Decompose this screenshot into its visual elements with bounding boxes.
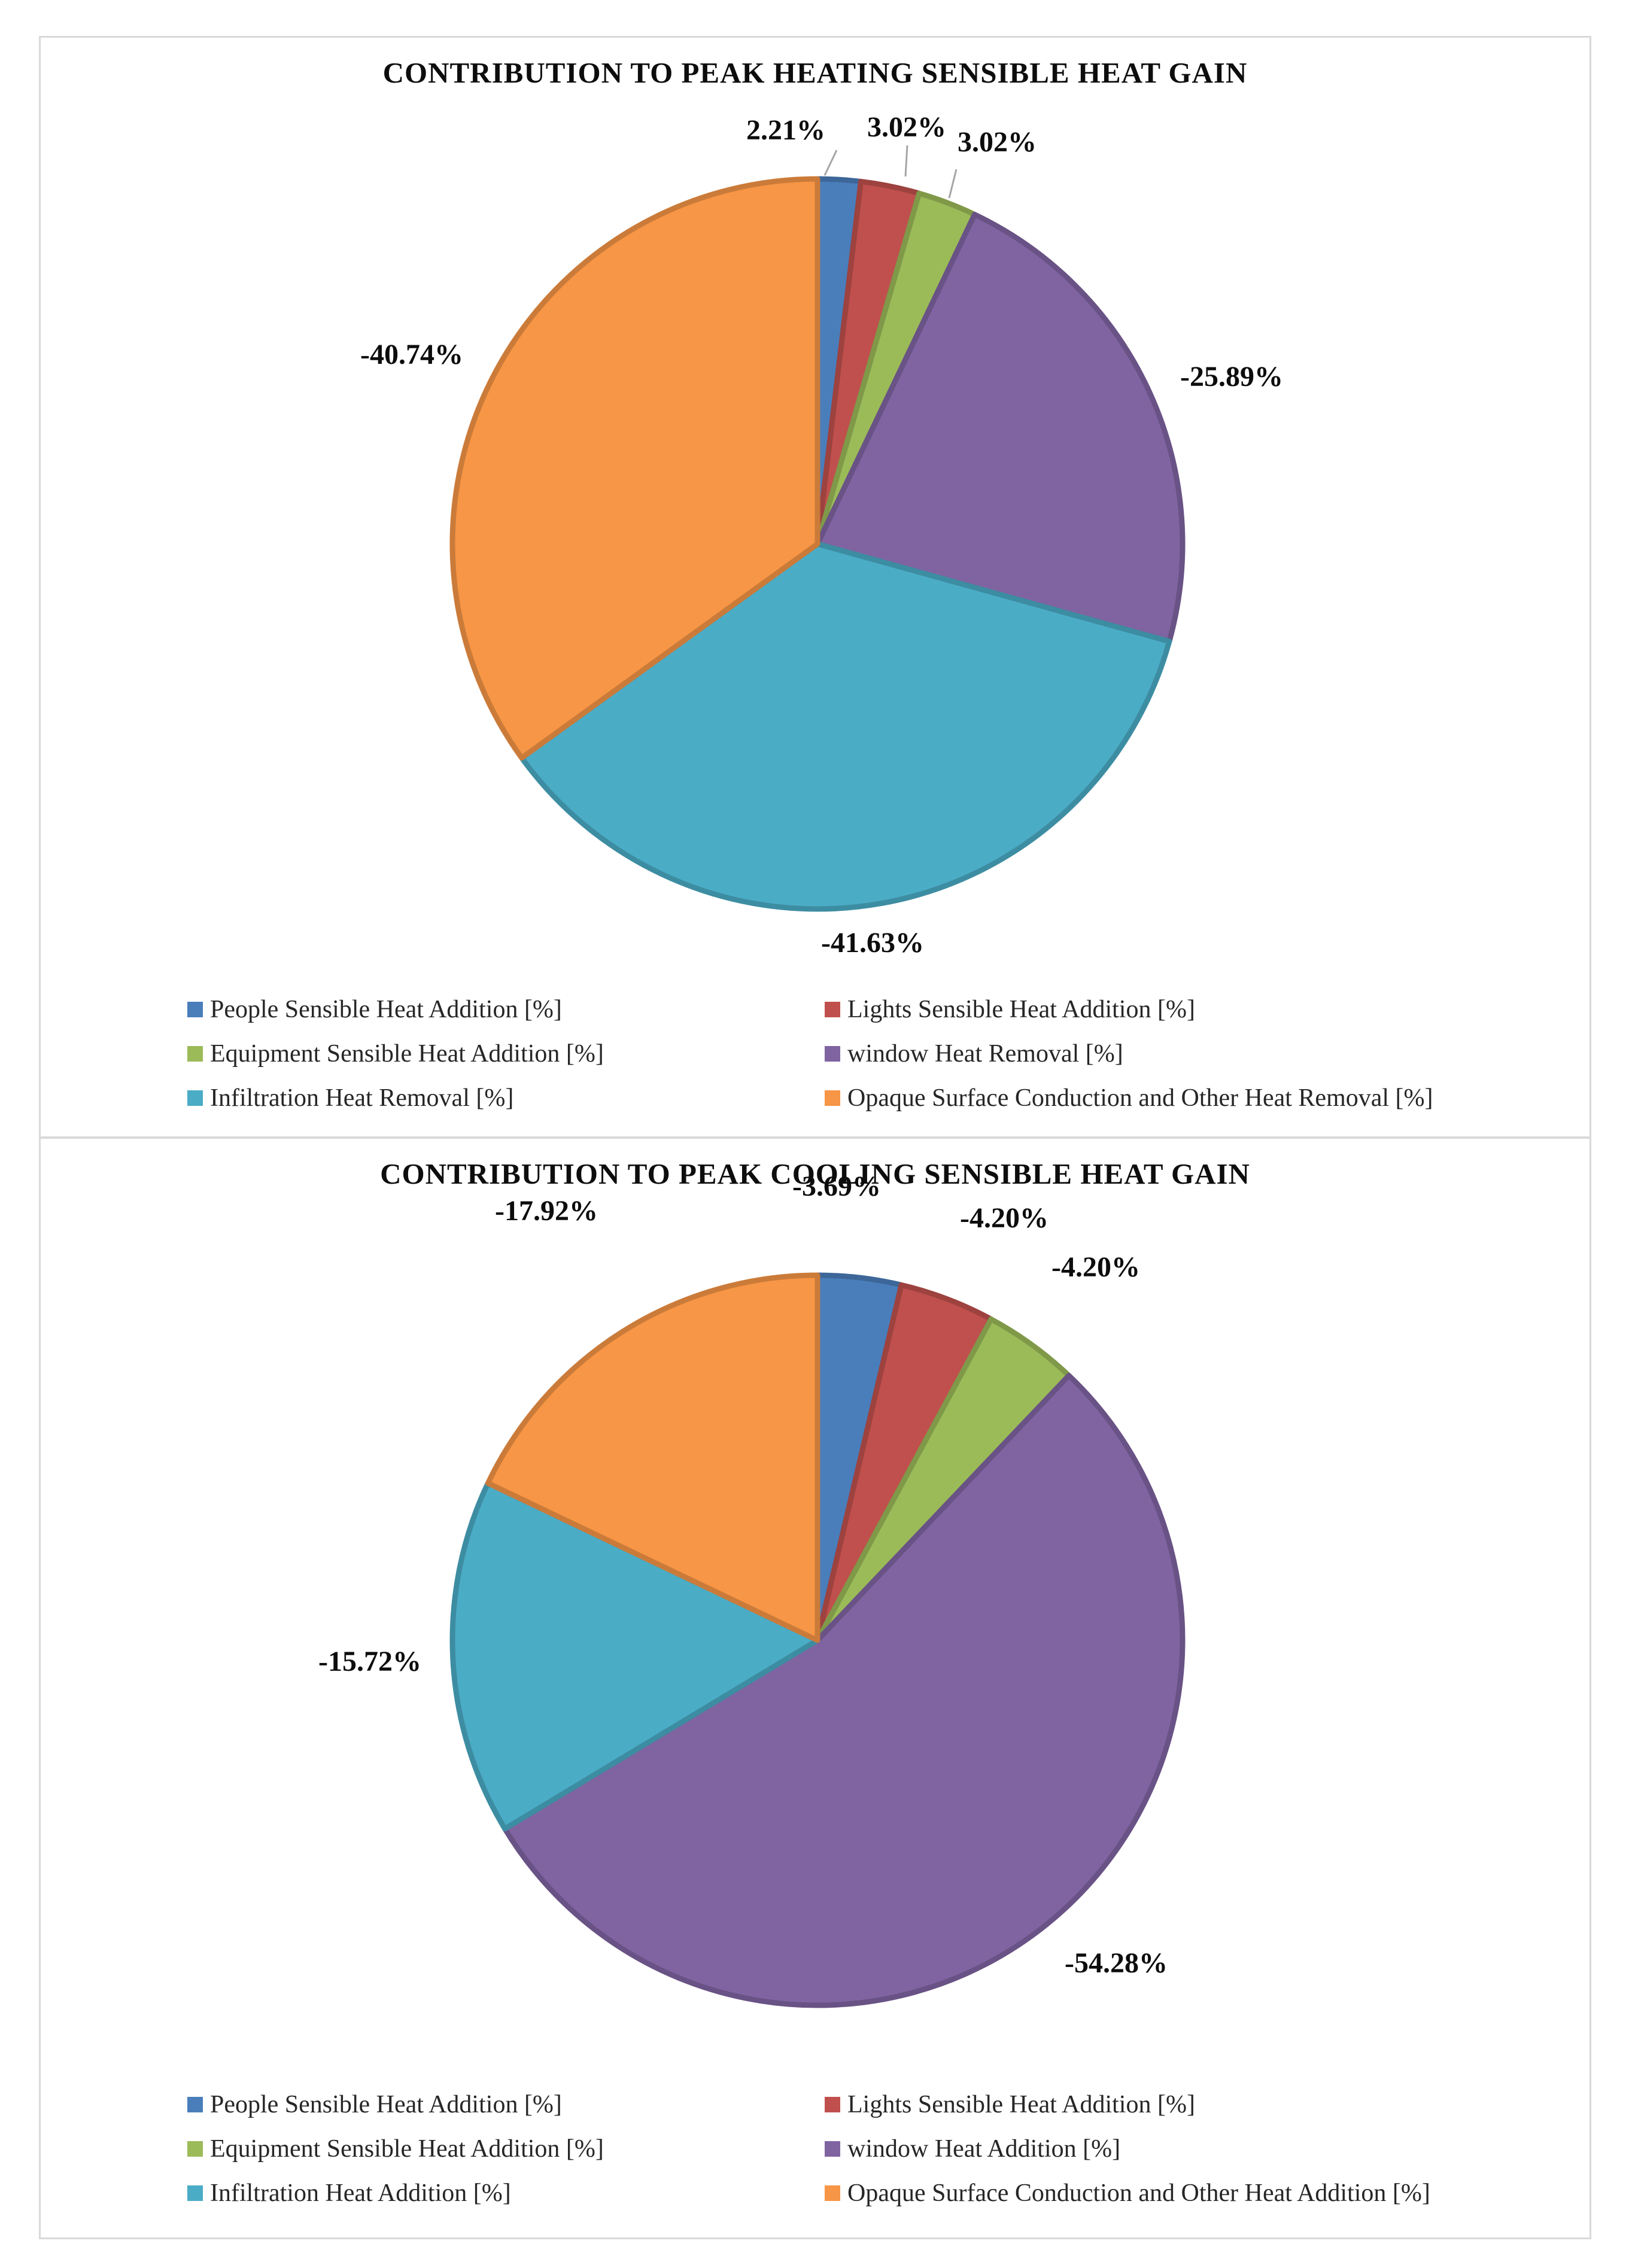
cooling-chart-title: CONTRIBUTION TO PEAK COOLING SENSIBLE HE…: [380, 1157, 1250, 1190]
cooling-pie-chart: -3.69% -4.20%-4.20% -54.28% -15.72% -17.92%: [318, 1171, 1186, 2008]
cooling-legend-item-lights-sensible-heat-addition: Lights Sensible Heat Addition [%]: [825, 2090, 1195, 2119]
heating-data-label-infiltration-heat-removal: -41.63%: [821, 927, 924, 959]
cooling-legend-item-people-sensible-heat-addition: People Sensible Heat Addition [%]: [187, 2090, 562, 2119]
cooling-chart-panel: CONTRIBUTION TO PEAK COOLING SENSIBLE HE…: [39, 1137, 1591, 2239]
heating-slice-opaque-surface-conduction-and-other-heat-removal: [449, 176, 820, 761]
heating-leader-line: [948, 169, 958, 199]
cooling-legend-item-infiltration-heat-addition: Infiltration Heat Addition [%]: [187, 2179, 511, 2208]
legend-label: Equipment Sensible Heat Addition [%]: [210, 2135, 604, 2163]
heating-legend: People Sensible Heat Addition [%] Lights …: [187, 995, 1504, 1127]
cooling-legend-item-equipment-sensible-heat-addition: Equipment Sensible Heat Addition [%]: [187, 2135, 604, 2163]
heating-legend-item-infiltration-heat-removal: Infiltration Heat Removal [%]: [187, 1084, 513, 1112]
cooling-slice-infiltration-heat-addition: [449, 1480, 820, 1832]
cooling-legend: People Sensible Heat Addition [%] Lights …: [187, 2090, 1504, 2222]
legend-swatch: [187, 1002, 203, 1017]
legend-swatch: [825, 2185, 840, 2201]
heating-leader-line: [823, 150, 838, 176]
cooling-legend-item-opaque-surface-conduction-and-other-heat-addition: Opaque Surface Conduction and Other Heat…: [825, 2179, 1430, 2208]
legend-swatch: [825, 2141, 840, 2157]
cooling-legend-item-window-heat-addition: window Heat Addition [%]: [825, 2135, 1120, 2163]
heating-chart-title: CONTRIBUTION TO PEAK HEATING SENSIBLE HE…: [382, 56, 1248, 89]
legend-label: People Sensible Heat Addition [%]: [210, 996, 562, 1023]
legend-swatch: [187, 1046, 203, 1062]
legend-label: Opaque Surface Conduction and Other Heat…: [847, 1084, 1433, 1112]
heating-legend-item-people-sensible-heat-addition: People Sensible Heat Addition [%]: [187, 995, 562, 1024]
cooling-data-label-window-heat-addition: -54.28%: [1065, 1947, 1168, 1979]
cooling-data-label-people-sensible-heat-addition: -3.69%: [792, 1171, 881, 1202]
heating-data-label-window-heat-removal: -25.89%: [1180, 361, 1283, 393]
heating-legend-item-equipment-sensible-heat-addition: Equipment Sensible Heat Addition [%]: [187, 1039, 604, 1068]
legend-label: Infiltration Heat Removal [%]: [210, 1084, 514, 1112]
legend-label: window Heat Addition [%]: [847, 2135, 1121, 2163]
heating-data-label-equipment-sensible-heat-addition: 3.02%: [958, 126, 1037, 158]
heating-data-label-lights-sensible-heat-addition: 3.02%: [867, 111, 946, 143]
legend-swatch: [187, 1090, 203, 1106]
legend-label: Equipment Sensible Heat Addition [%]: [210, 1040, 604, 1068]
heating-pie-chart: 2.21% 3.02% 3.02% -25.89% -41.63% -40.74%: [360, 111, 1283, 959]
heating-slice-window-heat-removal: [814, 211, 1186, 644]
heating-data-label-opaque-surface-conduction-and-other-heat-removal: -40.74%: [360, 339, 463, 370]
heating-chart-panel: CONTRIBUTION TO PEAK HEATING SENSIBLE HE…: [39, 36, 1591, 1138]
heating-legend-item-lights-sensible-heat-addition: Lights Sensible Heat Addition [%]: [825, 995, 1195, 1024]
cooling-data-label-opaque-surface-conduction-and-other-heat-addition: -17.92%: [495, 1195, 598, 1227]
legend-label: Opaque Surface Conduction and Other Heat…: [847, 2179, 1430, 2207]
legend-label: Infiltration Heat Addition [%]: [210, 2179, 511, 2207]
legend-label: window Heat Removal [%]: [847, 1040, 1123, 1068]
heating-legend-item-window-heat-removal: window Heat Removal [%]: [825, 1039, 1123, 1068]
heating-data-label-people-sensible-heat-addition: 2.21%: [746, 114, 825, 146]
legend-swatch: [187, 2097, 203, 2112]
heating-leader-line: [904, 145, 908, 177]
legend-label: Lights Sensible Heat Addition [%]: [847, 2091, 1195, 2118]
legend-swatch: [825, 1090, 840, 1106]
legend-swatch: [825, 1002, 840, 1017]
legend-swatch: [825, 2097, 840, 2112]
heating-slice-infiltration-heat-removal: [519, 541, 1172, 912]
heating-legend-item-opaque-surface-conduction-and-other-heat-removal: Opaque Surface Conduction and Other Heat…: [825, 1084, 1433, 1112]
legend-swatch: [187, 2185, 203, 2201]
legend-swatch: [825, 1046, 840, 1062]
cooling-slice-window-heat-addition: [502, 1373, 1186, 2008]
cooling-data-label-infiltration-heat-addition: -15.72%: [318, 1646, 421, 1677]
cooling-slice-opaque-surface-conduction-and-other-heat-addition: [485, 1272, 820, 1643]
cooling-data-label-lights-sensible-heat-addition: -4.20%: [960, 1202, 1048, 1234]
legend-label: People Sensible Heat Addition [%]: [210, 2091, 562, 2118]
legend-label: Lights Sensible Heat Addition [%]: [847, 996, 1195, 1023]
cooling-data-label-equipment-sensible-heat-addition: -4.20%: [1051, 1251, 1140, 1283]
legend-swatch: [187, 2141, 203, 2157]
